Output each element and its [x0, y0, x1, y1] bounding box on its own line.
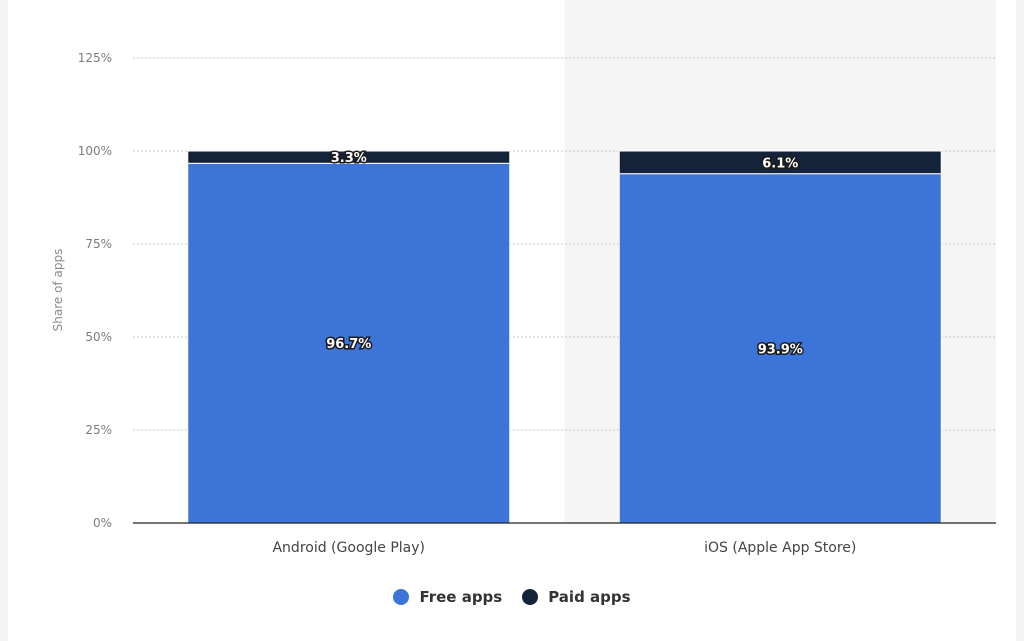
y-tick-label: 100% — [78, 144, 112, 158]
x-category-label: Android (Google Play) — [272, 540, 425, 556]
y-axis-title: Share of apps — [51, 249, 65, 332]
legend-item[interactable]: Free apps — [393, 588, 502, 606]
legend-swatch — [522, 589, 539, 605]
data-label: 6.1% — [762, 156, 798, 171]
bar-segment-paid-apps — [618, 150, 942, 175]
data-label: 93.9% — [758, 342, 803, 357]
legend-label: Paid apps — [548, 588, 631, 606]
y-tick-label: 125% — [78, 51, 112, 65]
y-tick-label: 75% — [85, 237, 112, 251]
data-label: 96.7% — [326, 337, 371, 352]
data-labels: 96.7% 3.3% 93.9% 6.1% — [325, 150, 805, 359]
legend-item[interactable]: Paid apps — [522, 588, 631, 606]
bar-segment-paid-apps — [187, 150, 511, 164]
bars — [187, 150, 942, 524]
x-category-label: iOS (Apple App Store) — [704, 540, 856, 556]
bar-segment-free-apps — [618, 173, 942, 524]
x-category-labels: Android (Google Play) iOS (Apple App Stor… — [272, 540, 856, 556]
y-tick-label: 0% — [93, 516, 112, 530]
y-tick-label: 50% — [85, 330, 112, 344]
legend-label: Free apps — [419, 588, 503, 606]
legend-swatch — [393, 589, 410, 605]
bar-segment-free-apps — [187, 162, 511, 524]
legend: Free apps Paid apps — [0, 588, 1024, 606]
y-tick-labels: 0% 25% 50% 75% 100% 125% — [78, 51, 112, 530]
y-tick-label: 25% — [85, 423, 112, 437]
data-label: 3.3% — [331, 151, 367, 166]
